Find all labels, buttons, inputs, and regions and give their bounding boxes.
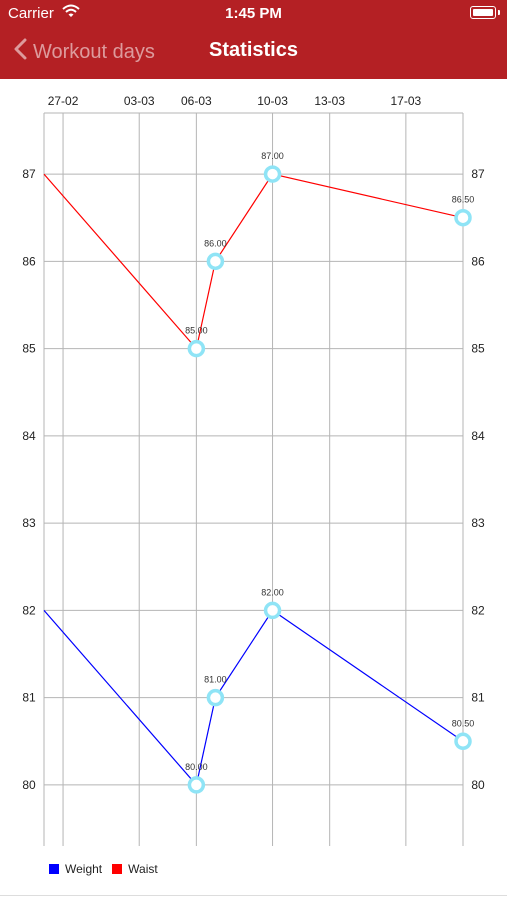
x-tick-label: 13-03: [314, 94, 345, 108]
weight-data-point: [187, 776, 206, 794]
waist-data-point: [187, 339, 206, 358]
y-tick-label-left: 87: [22, 167, 36, 181]
weight-data-label: 80.50: [452, 718, 475, 728]
y-tick-label-right: 82: [471, 603, 485, 617]
status-time: 1:45 PM: [225, 5, 282, 22]
legend-item-weight: Weight: [49, 862, 102, 876]
weight-data-label: 80.00: [185, 762, 208, 772]
waist-data-point: [263, 165, 282, 183]
divider: [0, 895, 507, 896]
y-tick-label-left: 83: [22, 516, 36, 530]
y-tick-label-right: 81: [471, 691, 485, 705]
page-title: Statistics: [209, 39, 298, 61]
carrier-label: Carrier: [8, 5, 54, 22]
y-tick-label-left: 81: [22, 691, 36, 705]
top-bar: Carrier 1:45 PM Workout days Statistics: [0, 0, 507, 79]
y-tick-label-right: 80: [471, 778, 485, 792]
y-tick-label-right: 85: [471, 342, 485, 356]
x-tick-label: 03-03: [124, 94, 155, 108]
waist-data-point: [206, 252, 225, 271]
x-tick-label: 17-03: [391, 94, 422, 108]
waist-data-label: 85.00: [185, 326, 208, 336]
y-tick-label-right: 86: [471, 254, 485, 268]
statistics-chart: 27-02 03-03 06-03 10-03 13-03 17-03 80 80 81 81 82…: [22, 94, 485, 846]
legend-item-waist: Waist: [112, 862, 158, 876]
y-tick-label-right: 87: [471, 167, 485, 181]
legend-label-waist: Waist: [128, 862, 158, 876]
weight-data-label: 81.00: [204, 675, 227, 685]
chevron-left-icon: [14, 38, 27, 66]
x-tick-label: 06-03: [181, 94, 212, 108]
weight-data-point: [454, 732, 472, 751]
back-button[interactable]: Workout days: [14, 38, 155, 66]
y-tick-label-left: 80: [22, 778, 36, 792]
y-tick-label-right: 83: [471, 516, 485, 530]
y-tick-label-left: 84: [22, 429, 36, 443]
x-tick-label: 10-03: [257, 94, 288, 108]
back-button-label: Workout days: [33, 40, 155, 63]
legend-swatch-waist: [112, 864, 123, 874]
wifi-icon: [62, 4, 80, 23]
chart-legend: Weight Waist: [49, 862, 168, 876]
waist-data-label: 86.50: [452, 195, 475, 205]
y-tick-label-left: 85: [22, 342, 36, 356]
status-bar: Carrier 1:45 PM: [0, 0, 507, 28]
y-tick-label-right: 84: [471, 429, 485, 443]
y-tick-label-left: 86: [22, 254, 36, 268]
waist-data-label: 87.00: [261, 151, 284, 161]
waist-data-label: 86.00: [204, 238, 227, 248]
legend-swatch-weight: [49, 864, 59, 874]
battery-icon: [470, 6, 500, 19]
legend-label-weight: Weight: [65, 862, 103, 876]
weight-data-point: [263, 601, 282, 620]
waist-data-point: [454, 208, 472, 227]
y-tick-label-left: 82: [22, 603, 36, 617]
weight-data-point: [206, 688, 225, 707]
weight-data-label: 82.00: [261, 587, 284, 597]
navigation-bar: Workout days Statistics: [0, 30, 507, 74]
x-tick-label: 27-02: [48, 94, 79, 108]
